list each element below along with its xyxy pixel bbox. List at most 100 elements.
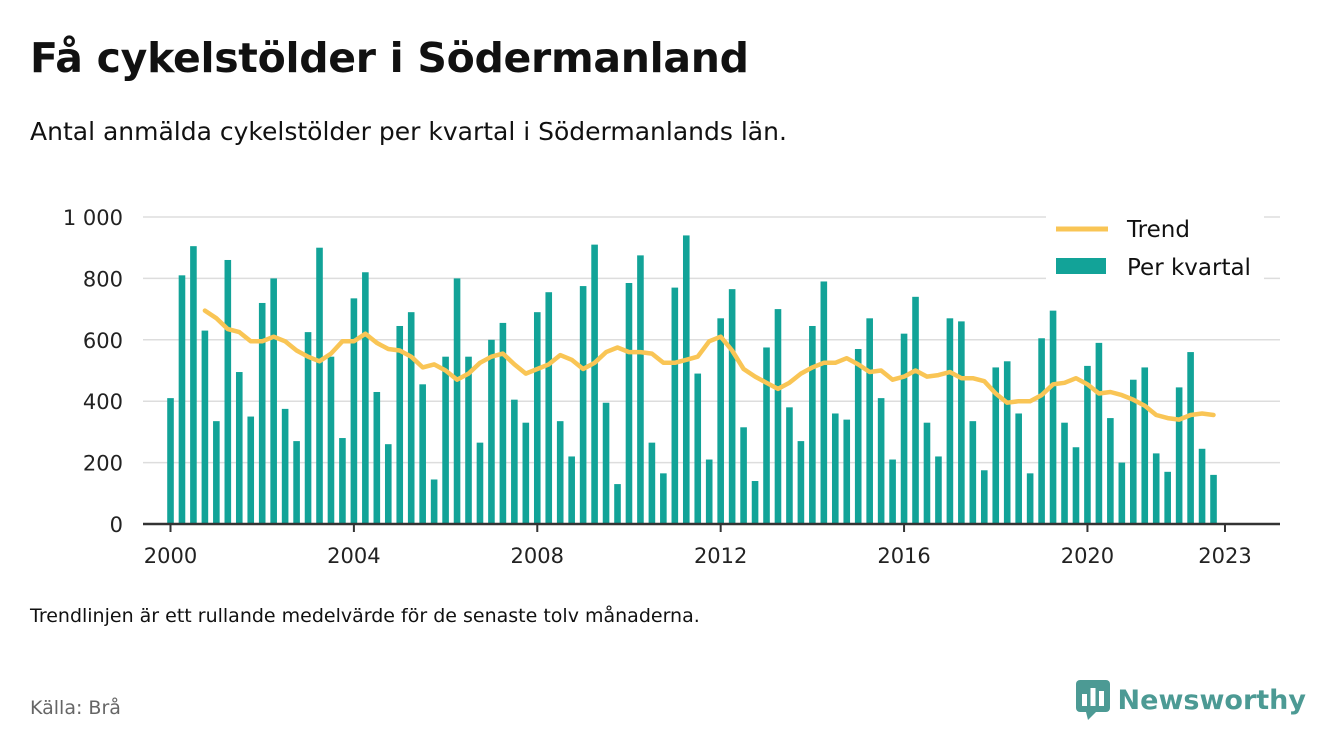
y-tick-label: 200 bbox=[83, 452, 123, 476]
bar bbox=[235, 372, 243, 524]
bar bbox=[980, 470, 988, 524]
bar bbox=[1187, 352, 1194, 524]
bar bbox=[866, 318, 873, 524]
trend-line-group bbox=[202, 308, 1216, 422]
bar bbox=[316, 247, 323, 524]
bar bbox=[579, 286, 587, 524]
bar bbox=[224, 259, 232, 524]
bar bbox=[522, 422, 530, 524]
bar bbox=[1107, 418, 1114, 524]
bar bbox=[1175, 387, 1183, 524]
bar bbox=[396, 325, 404, 524]
bar bbox=[190, 246, 197, 524]
bar bbox=[533, 312, 541, 524]
bar bbox=[430, 479, 438, 524]
bar bbox=[247, 416, 255, 524]
bar bbox=[625, 283, 633, 524]
bar bbox=[384, 444, 392, 524]
legend-background bbox=[1046, 212, 1264, 292]
bar bbox=[350, 298, 358, 524]
bar bbox=[740, 427, 747, 524]
bar bbox=[488, 339, 495, 524]
bar bbox=[889, 459, 896, 524]
brand-logo: Newsworthy bbox=[1075, 680, 1306, 720]
bar bbox=[751, 481, 759, 524]
bar bbox=[992, 367, 1000, 524]
bar bbox=[946, 318, 954, 524]
x-tick-label: 2008 bbox=[511, 544, 564, 568]
bar bbox=[797, 441, 805, 524]
bar bbox=[167, 398, 174, 524]
bar bbox=[763, 347, 770, 524]
y-tick-label: 800 bbox=[83, 267, 123, 291]
bar bbox=[682, 235, 690, 525]
bar bbox=[1084, 365, 1091, 524]
chart-subtitle: Antal anmälda cykelstölder per kvartal i… bbox=[30, 117, 787, 146]
bar bbox=[1152, 453, 1160, 524]
bar bbox=[339, 438, 346, 524]
x-tick-label: 2012 bbox=[694, 544, 747, 568]
bar bbox=[1164, 471, 1171, 524]
bar bbox=[499, 322, 507, 524]
bar bbox=[304, 332, 312, 524]
footnote: Trendlinjen är ett rullande medelvärde f… bbox=[30, 605, 700, 627]
bar bbox=[465, 356, 472, 524]
bar bbox=[900, 333, 908, 524]
bar bbox=[1061, 422, 1068, 524]
bar bbox=[877, 398, 885, 524]
bar bbox=[419, 384, 426, 524]
bar bbox=[705, 459, 713, 524]
bar bbox=[281, 408, 289, 524]
bar bbox=[453, 278, 461, 524]
chart-title: Få cykelstölder i Södermanland bbox=[30, 34, 749, 82]
y-tick-label: 400 bbox=[83, 390, 123, 414]
bar bbox=[1129, 379, 1137, 524]
bar bbox=[1049, 310, 1057, 524]
bar bbox=[1118, 462, 1126, 524]
y-tick-label: 0 bbox=[110, 513, 123, 537]
y-tick-label: 600 bbox=[83, 329, 123, 353]
bar bbox=[511, 399, 518, 524]
bar bbox=[969, 421, 977, 524]
bar bbox=[912, 296, 919, 524]
bar bbox=[660, 473, 667, 524]
brand-name: Newsworthy bbox=[1117, 684, 1306, 716]
axes: 0 200 400 600 800 1 000 2000 2004 2008 2012 2016 20… bbox=[63, 206, 1280, 568]
y-tick-label: 1 000 bbox=[63, 206, 123, 230]
bar bbox=[854, 349, 862, 524]
bar bbox=[1003, 361, 1011, 524]
x-tick-label: 2020 bbox=[1061, 544, 1114, 568]
bar-chart: 0 200 400 600 800 1 000 2000 2004 2008 2012 2016 20… bbox=[63, 206, 1280, 568]
bar bbox=[213, 421, 220, 524]
bar bbox=[717, 318, 724, 524]
bar bbox=[1210, 474, 1217, 524]
bar bbox=[809, 325, 816, 524]
bar bbox=[373, 391, 381, 524]
trend-line bbox=[202, 308, 1216, 422]
bar bbox=[820, 281, 828, 524]
source-label: Källa: Brå bbox=[30, 697, 121, 719]
bar bbox=[545, 292, 553, 524]
x-tick-label: 2004 bbox=[327, 544, 380, 568]
bar bbox=[270, 278, 277, 524]
legend-bar-label: Per kvartal bbox=[1127, 255, 1251, 281]
legend-trend-label: Trend bbox=[1126, 217, 1190, 243]
bar bbox=[958, 321, 965, 524]
bar bbox=[843, 419, 851, 524]
bar bbox=[637, 255, 644, 524]
bar bbox=[476, 442, 484, 524]
bar bbox=[556, 421, 564, 524]
legend-bar-swatch bbox=[1056, 258, 1106, 274]
bar bbox=[614, 484, 621, 524]
bar bbox=[923, 422, 931, 524]
legend: Trend Per kvartal bbox=[1046, 212, 1264, 292]
x-tick-label: 2016 bbox=[877, 544, 930, 568]
bar bbox=[935, 456, 942, 524]
newsworthy-logo-icon bbox=[1075, 680, 1110, 720]
bar bbox=[327, 356, 335, 524]
bar bbox=[728, 289, 736, 524]
bar bbox=[774, 309, 782, 524]
x-tick-label: 2000 bbox=[144, 544, 197, 568]
bar bbox=[442, 356, 449, 524]
bar bbox=[568, 456, 575, 524]
